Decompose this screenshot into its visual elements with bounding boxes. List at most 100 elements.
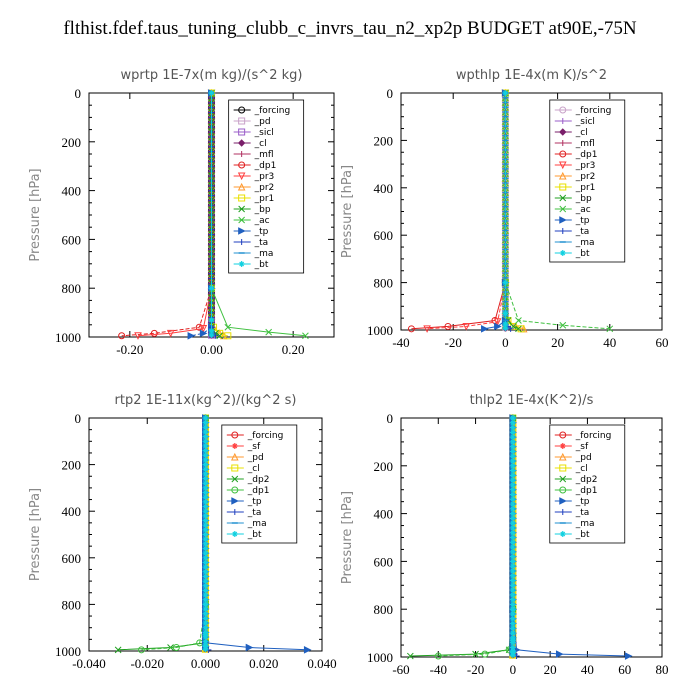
x-tick-label: -0.20	[116, 342, 143, 357]
x-tick-label: -40	[392, 335, 409, 350]
data-point	[302, 332, 309, 340]
data-point	[509, 524, 516, 531]
legend-entry: _bt	[247, 530, 262, 540]
data-point	[202, 545, 209, 552]
data-point	[202, 494, 209, 501]
data-point	[444, 322, 452, 330]
legend-entry: _tp	[575, 216, 590, 226]
series-line	[141, 418, 206, 651]
series-bt	[509, 415, 516, 659]
data-point	[208, 285, 215, 292]
data-point	[509, 491, 516, 498]
legend-entry: _sicl	[575, 117, 595, 127]
legend-entry: _mfl	[254, 150, 274, 160]
data-point	[202, 540, 209, 547]
data-point	[502, 310, 509, 317]
data-point	[509, 558, 516, 565]
y-tick-label: 200	[62, 458, 82, 473]
data-point	[509, 582, 516, 589]
legend-entry: _cl	[247, 464, 260, 474]
data-point	[202, 601, 209, 608]
legend-entry: _bp	[254, 205, 271, 215]
data-point	[509, 563, 516, 570]
series-line	[121, 93, 212, 337]
legend-marker	[559, 128, 567, 136]
data-point	[555, 650, 564, 658]
data-point	[509, 544, 516, 551]
x-tick-label: -0.020	[130, 656, 164, 671]
legend-entry: _tp	[254, 227, 269, 237]
data-point	[114, 646, 122, 654]
data-point	[202, 466, 209, 473]
legend-entry: _pr3	[254, 172, 275, 182]
legend-marker	[237, 139, 246, 147]
legend-marker	[238, 194, 246, 202]
legend-entry: _ac	[575, 205, 591, 215]
legend-marker	[559, 228, 566, 234]
data-point	[187, 331, 196, 340]
legend-entry: _pr2	[254, 183, 275, 193]
y-tick-label: 0	[387, 86, 394, 101]
legend-entry: _pd	[575, 453, 592, 463]
data-point	[202, 620, 209, 627]
legend-entry: _forcing	[575, 431, 612, 441]
legend-marker	[238, 106, 246, 114]
data-point	[245, 643, 254, 652]
x-tick-label: 0.00	[200, 342, 223, 357]
data-point	[202, 424, 209, 431]
data-point	[509, 505, 516, 512]
data-point	[509, 553, 516, 560]
y-axis-label: Pressure [hPa]	[340, 491, 355, 584]
x-tick-label: 0.20	[282, 342, 305, 357]
data-point	[137, 646, 145, 654]
data-point	[509, 438, 516, 445]
y-tick-label: 1000	[367, 650, 393, 665]
data-point	[509, 639, 516, 646]
y-tick-label: 200	[62, 135, 82, 150]
data-point	[202, 456, 209, 463]
panel-title: thlp2 1E-4x(K^2)/s	[470, 393, 594, 408]
legend-entry: _tp	[575, 497, 590, 507]
legend-marker	[559, 531, 566, 537]
legend-entry: _ta	[575, 227, 590, 237]
series-line	[427, 93, 506, 330]
data-point	[202, 554, 209, 561]
y-axis-label: Pressure [hPa]	[28, 168, 43, 261]
data-point	[202, 522, 209, 529]
panel-title: wprtp 1E-7x(m kg)/(s^2 kg)	[121, 68, 303, 83]
data-point	[509, 472, 516, 479]
data-point	[208, 332, 215, 339]
legend-entry: _dp1	[575, 486, 598, 496]
legend-entry: _forcing	[575, 106, 612, 116]
data-point	[166, 329, 175, 338]
data-point	[202, 508, 209, 515]
data-point	[202, 582, 209, 589]
data-point	[202, 536, 209, 543]
data-point	[202, 568, 209, 575]
legend-marker	[238, 117, 246, 125]
data-point	[202, 531, 209, 538]
legend-entry: _dp2	[575, 475, 598, 485]
data-point	[493, 318, 502, 326]
data-point	[202, 564, 209, 571]
x-tick-label: 0.040	[307, 656, 336, 671]
y-tick-label: 600	[62, 232, 82, 247]
series-dp1	[118, 89, 215, 340]
data-point	[494, 322, 502, 331]
x-tick-label: -60	[392, 662, 409, 677]
legend: _forcing_pd_sicl_cl_mfl_dp1_pr3_pr2_pr1_…	[228, 99, 305, 274]
legend-marker	[559, 497, 567, 505]
legend-marker	[231, 486, 239, 494]
x-tick-label: 0	[502, 335, 509, 350]
legend-marker	[238, 261, 245, 267]
x-tick-label: 80	[656, 662, 669, 677]
data-point	[509, 453, 516, 460]
series-dp2	[406, 414, 517, 660]
legend-entry: _ma	[247, 519, 267, 529]
data-point	[509, 591, 516, 598]
legend-entry: _dp2	[247, 475, 270, 485]
data-point	[509, 539, 516, 546]
y-tick-label: 0	[75, 411, 82, 426]
